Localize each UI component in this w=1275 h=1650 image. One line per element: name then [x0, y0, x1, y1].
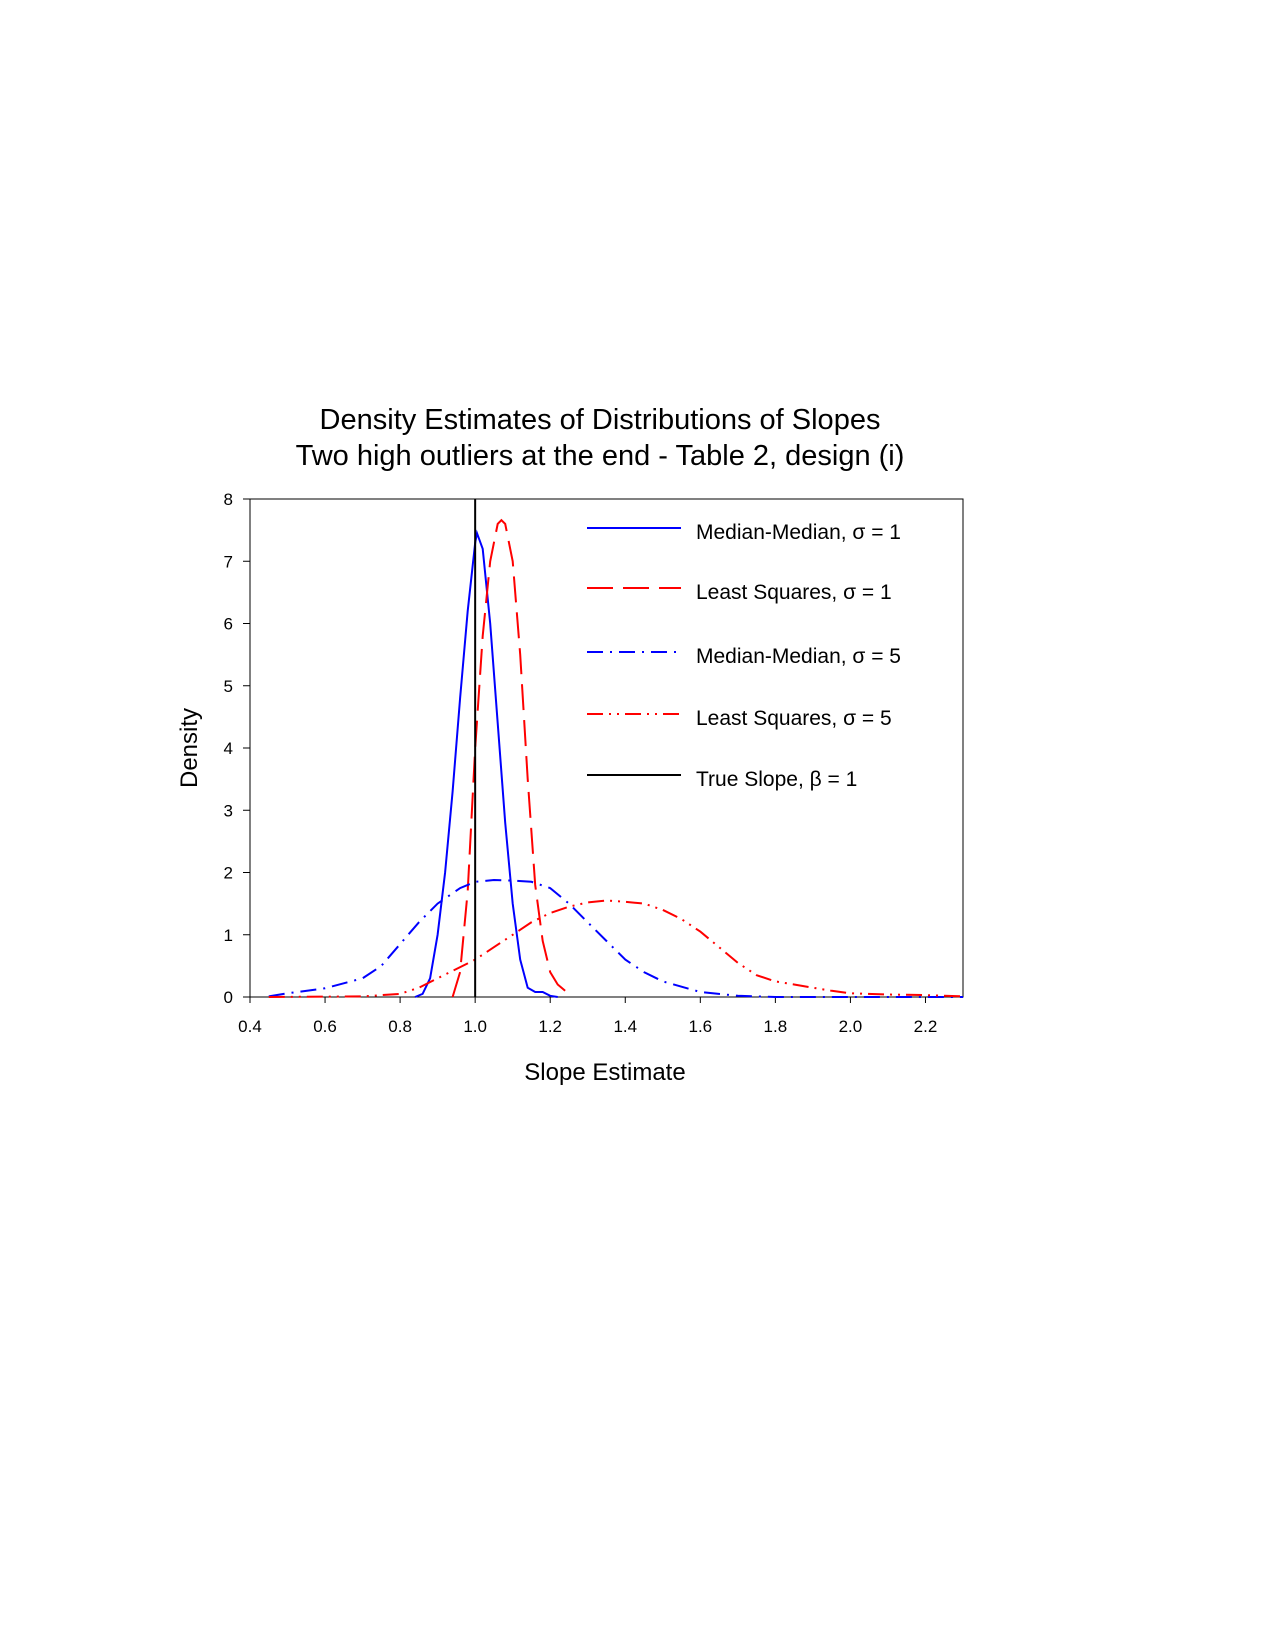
y-tick-label: 4 — [224, 739, 233, 758]
series-line-1 — [451, 518, 574, 998]
x-tick-label: 1.0 — [463, 1017, 487, 1036]
legend-label: True Slope, β = 1 — [696, 768, 857, 791]
x-tick-label: 0.8 — [388, 1017, 412, 1036]
y-tick-label: 7 — [224, 552, 233, 571]
x-tick-label: 1.2 — [538, 1017, 562, 1036]
y-tick-label: 0 — [224, 988, 233, 1007]
plot-frame — [249, 498, 964, 998]
x-tick-label: 1.6 — [688, 1017, 712, 1036]
x-axis-label: Slope Estimate — [524, 1059, 685, 1086]
chart-title: Density Estimates of Distributions of Sl… — [320, 404, 881, 436]
legend-label: Least Squares, σ = 5 — [696, 707, 892, 730]
x-tick-label: 1.4 — [613, 1017, 637, 1036]
y-tick-label: 6 — [224, 615, 233, 634]
x-tick-label: 2.2 — [914, 1017, 938, 1036]
chart-subtitle: Two high outliers at the end - Table 2, … — [296, 440, 905, 472]
series-line-3 — [268, 899, 964, 998]
y-axis-label: Density — [176, 708, 203, 788]
x-tick-label: 0.6 — [313, 1017, 337, 1036]
y-tick-label: 2 — [224, 864, 233, 883]
y-tick-label: 8 — [224, 490, 233, 509]
y-tick-label: 3 — [224, 801, 233, 820]
legend-label: Median-Median, σ = 5 — [696, 645, 901, 668]
x-tick-label: 1.8 — [764, 1017, 788, 1036]
y-tick-label: 5 — [224, 677, 233, 696]
series-line-0 — [414, 529, 558, 998]
series-line-2 — [268, 878, 963, 998]
y-tick-label: 1 — [224, 926, 233, 945]
x-tick-label: 2.0 — [839, 1017, 863, 1036]
legend-label: Median-Median, σ = 1 — [696, 521, 901, 544]
legend-label: Least Squares, σ = 1 — [696, 581, 892, 604]
x-tick-label: 0.4 — [238, 1017, 262, 1036]
